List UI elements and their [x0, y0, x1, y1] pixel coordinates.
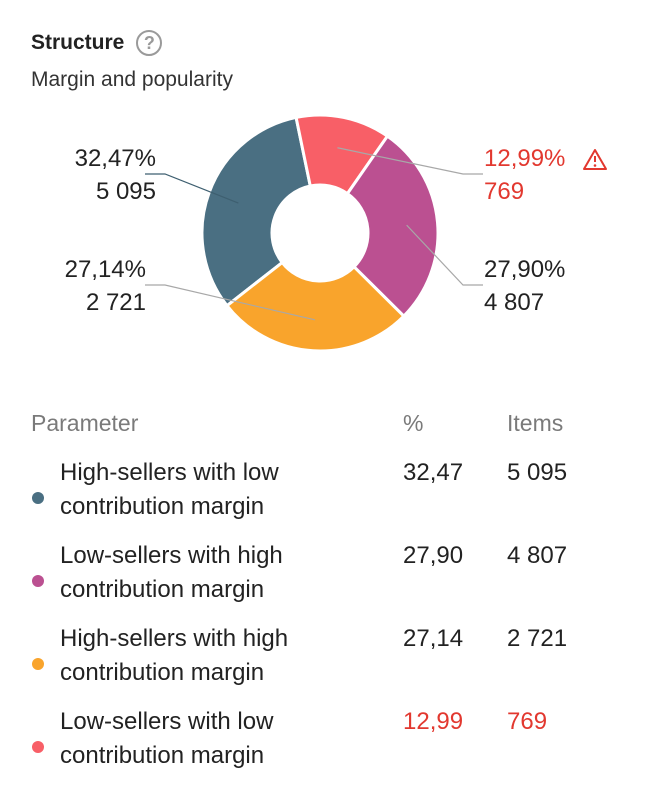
row-name-line1: Low-sellers with high: [60, 542, 283, 569]
table-row: High-sellers with high contribution marg…: [0, 622, 670, 702]
donut-slice[interactable]: [345, 134, 440, 319]
card-title-text: Structure: [31, 31, 125, 54]
row-items: 4 807: [507, 542, 568, 569]
card-subtitle: Margin and popularity: [31, 68, 233, 91]
row-name-line2: contribution margin: [60, 493, 265, 520]
row-items: 5 095: [507, 459, 568, 486]
legend-dot: [32, 575, 44, 587]
table-row: Low-sellers with low contribution margin…: [0, 705, 670, 785]
row-name-line2: contribution margin: [60, 742, 265, 769]
row-name-line1: High-sellers with high: [60, 625, 289, 652]
row-percent: 12,99: [403, 708, 464, 735]
donut-slice[interactable]: [200, 115, 313, 308]
donut-slice[interactable]: [224, 260, 406, 353]
leader-line: [145, 173, 239, 204]
card-title: Structure ?: [31, 30, 163, 56]
slice-items-label: 5 095: [96, 178, 156, 205]
row-name: Low-sellers with low contribution margin: [60, 705, 380, 773]
row-name-line2: contribution margin: [60, 576, 265, 603]
header-items: Items: [507, 410, 564, 436]
leader-line: [406, 224, 483, 286]
table-row: High-sellers with low contribution margi…: [0, 456, 670, 536]
row-percent: 27,90: [403, 542, 464, 569]
slice-percent-label: 27,90%: [484, 256, 565, 283]
legend-dot: [32, 741, 44, 753]
legend-dot: [32, 492, 44, 504]
row-name: Low-sellers with high contribution margi…: [60, 539, 380, 607]
row-name: High-sellers with low contribution margi…: [60, 456, 380, 524]
table-row: Low-sellers with high contribution margi…: [0, 539, 670, 619]
slice-items-label: 4 807: [484, 289, 544, 316]
slice-percent-label: 27,14%: [65, 256, 146, 283]
row-items: 769: [507, 708, 548, 735]
row-percent: 27,14: [403, 625, 464, 652]
leader-line: [337, 147, 483, 175]
row-name-line1: High-sellers with low: [60, 459, 279, 486]
warning-icon: [583, 149, 607, 170]
slice-percent-label: 12,99%: [484, 145, 565, 172]
slice-percent-label: 32,47%: [75, 145, 156, 172]
row-name-line2: contribution margin: [60, 659, 265, 686]
donut-chart: 32,47% 5 095 12,99% 769 27,90% 4 807 27,14% 2 7…: [65, 113, 607, 353]
row-name: High-sellers with high contribution marg…: [60, 622, 380, 690]
header-parameter: Parameter: [31, 410, 139, 436]
question-circle-icon[interactable]: ?: [136, 30, 163, 56]
slice-items-label: 2 721: [86, 289, 146, 316]
slice-items-label: 769: [484, 178, 524, 205]
row-name-line1: Low-sellers with low: [60, 708, 274, 735]
leader-line: [145, 284, 315, 321]
header-percent: %: [403, 410, 424, 436]
legend-dot: [32, 658, 44, 670]
row-items: 2 721: [507, 625, 568, 652]
row-percent: 32,47: [403, 459, 464, 486]
